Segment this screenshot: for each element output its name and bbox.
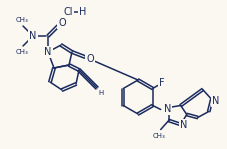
Text: CH₃: CH₃	[16, 49, 28, 55]
Text: N: N	[44, 47, 52, 57]
Text: O: O	[86, 54, 93, 64]
Text: O: O	[58, 18, 66, 28]
Text: H: H	[98, 90, 103, 96]
Text: N: N	[29, 31, 37, 41]
Text: CH₃: CH₃	[152, 134, 164, 139]
Text: F: F	[158, 79, 164, 89]
Text: H: H	[79, 7, 86, 17]
Text: CH₃: CH₃	[16, 17, 28, 23]
Text: N: N	[179, 121, 187, 131]
Text: N: N	[211, 96, 218, 105]
Text: Cl: Cl	[63, 7, 72, 17]
Text: N: N	[163, 104, 171, 114]
